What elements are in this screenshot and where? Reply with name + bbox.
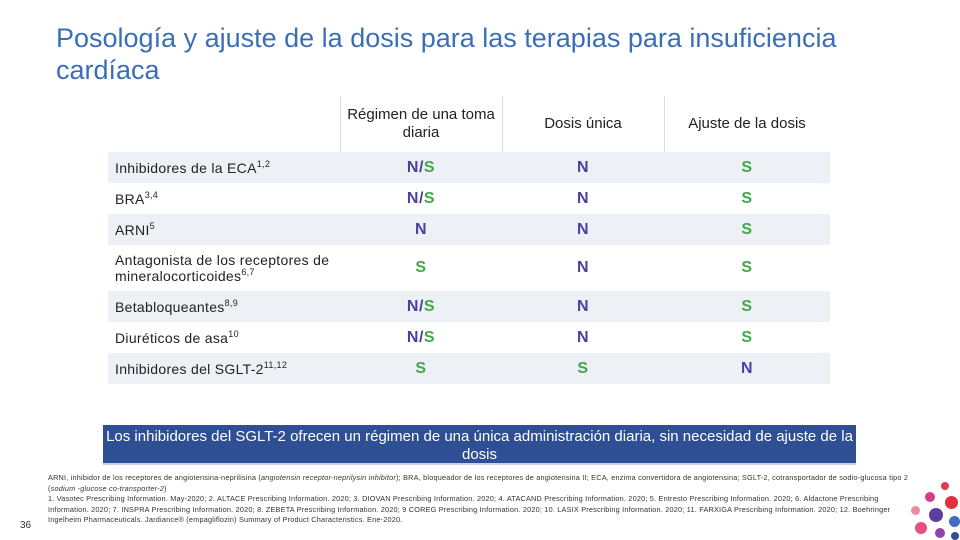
- header-divider: [502, 96, 503, 152]
- header-once-daily: Régimen de una toma diaria: [340, 96, 502, 152]
- dosage-table: Régimen de una toma diaria Dosis única A…: [108, 96, 830, 384]
- table-row: Antagonista de los receptores de mineral…: [108, 245, 830, 291]
- footnote: ARNI, inhibidor de los receptores de ang…: [48, 473, 910, 526]
- row-value: N: [576, 189, 590, 207]
- row-label: Betabloqueantes8,9: [115, 297, 239, 315]
- page-title: Posología y ajuste de la dosis para las …: [56, 23, 837, 85]
- row-value: S: [741, 297, 753, 315]
- row-value: S: [741, 189, 753, 207]
- summary-banner: Los inhibidores del SGLT-2 ofrecen un ré…: [103, 425, 856, 465]
- row-value: N / S: [406, 297, 436, 315]
- row-value: N: [576, 158, 590, 176]
- row-value: S: [741, 328, 753, 346]
- table-row: Betabloqueantes8,9 N / S N S: [108, 291, 830, 322]
- row-value: N: [576, 328, 590, 346]
- table-row: Inhibidores del SGLT-211,12 S S N: [108, 353, 830, 384]
- header-single-dose: Dosis única: [502, 96, 664, 152]
- row-label: Antagonista de los receptores de mineral…: [115, 252, 330, 284]
- row-value: N: [740, 359, 754, 377]
- row-value: N: [414, 220, 428, 238]
- table-row: BRA3,4 N / S N S: [108, 183, 830, 214]
- footnote-abbreviations: ARNI, inhibidor de los receptores de ang…: [48, 473, 909, 493]
- row-label: ARNI5: [115, 220, 155, 238]
- table-row: Diuréticos de asa10 N / S N S: [108, 322, 830, 353]
- row-value: N / S: [406, 158, 436, 176]
- row-label: Diuréticos de asa10: [115, 328, 239, 346]
- row-value: N / S: [406, 189, 436, 207]
- logo-dots-decoration: [905, 478, 960, 540]
- table-header: Régimen de una toma diaria Dosis única A…: [108, 96, 830, 152]
- header-divider: [340, 96, 341, 152]
- header-dose-adjustment: Ajuste de la dosis: [664, 96, 830, 152]
- table-row: ARNI5 N N S: [108, 214, 830, 245]
- row-value: S: [741, 158, 753, 176]
- row-label: BRA3,4: [115, 189, 159, 207]
- row-label: Inhibidores de la ECA1,2: [115, 158, 271, 176]
- row-value: N: [576, 259, 590, 276]
- row-value: N: [576, 220, 590, 238]
- row-label: Inhibidores del SGLT-211,12: [115, 359, 288, 377]
- row-value: S: [415, 259, 427, 276]
- row-value: S: [415, 359, 427, 377]
- row-value: N: [576, 297, 590, 315]
- row-value: S: [577, 359, 589, 377]
- row-value: S: [741, 220, 753, 238]
- row-value: S: [741, 259, 753, 276]
- table-body: Inhibidores de la ECA1,2 N / S N S BRA3,4 N / S N S…: [108, 152, 830, 384]
- header-divider: [664, 96, 665, 152]
- row-value: N / S: [406, 328, 436, 346]
- page-number: 36: [20, 520, 32, 531]
- table-row: Inhibidores de la ECA1,2 N / S N S: [108, 152, 830, 183]
- footnote-references: 1. Vasotec Prescribing Information. May-…: [48, 494, 891, 524]
